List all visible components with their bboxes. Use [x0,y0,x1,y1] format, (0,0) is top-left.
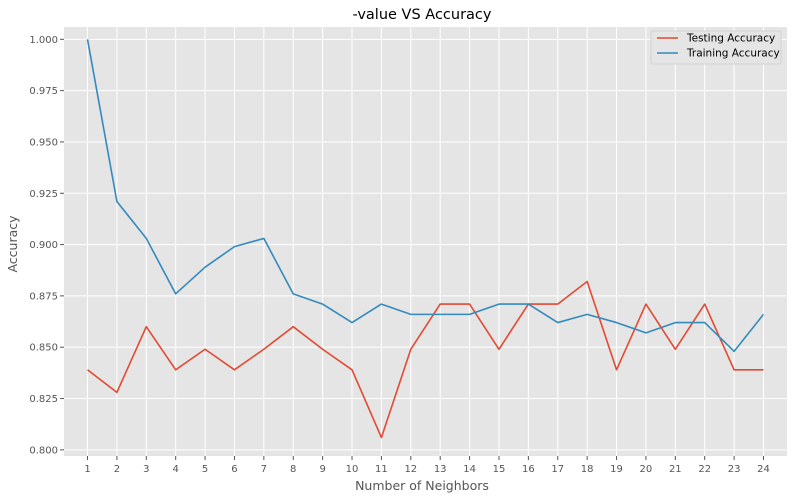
x-tick-label: 13 [434,464,447,475]
x-tick-label: 2 [114,464,120,475]
y-tick-label: 1.000 [29,35,58,46]
x-tick-label: 14 [463,464,476,475]
x-tick-label: 16 [522,464,535,475]
y-tick-label: 0.975 [29,86,58,97]
x-tick-label: 7 [261,464,267,475]
legend-label-training: Training Accuracy [686,48,780,60]
x-tick-label: 17 [551,464,564,475]
y-tick-label: 0.875 [29,291,58,302]
y-tick-label: 0.900 [29,240,58,251]
x-tick-label: 21 [669,464,682,475]
y-axis-label: Accuracy [5,215,20,273]
y-tick-label: 0.950 [29,137,58,148]
x-tick-label: 12 [404,464,417,475]
chart-title: -value VS Accuracy [353,7,492,23]
y-tick-label: 0.825 [29,394,58,405]
series-group [86,39,765,439]
x-tick-label: 22 [698,464,711,475]
x-tick-label: 4 [172,464,178,475]
x-tick-label: 6 [231,464,237,475]
plot-area [64,27,787,456]
grid-lines [64,27,787,456]
x-tick-label: 1 [84,464,90,475]
x-tick-label: 3 [143,464,149,475]
legend: Testing Accuracy Training Accuracy [650,30,782,65]
x-tick-label: 18 [581,464,594,475]
y-tick-label: 0.800 [29,445,58,456]
y-axis-ticks: 0.800 0.825 0.850 0.875 0.900 0.925 0.950 0.975… [29,35,64,456]
x-tick-label: 9 [319,464,325,475]
y-tick-label: 0.925 [29,189,58,200]
x-tick-label: 20 [640,464,653,475]
x-tick-label: 15 [493,464,506,475]
series-line-training [86,39,765,353]
series-line-testing [87,280,764,439]
x-tick-label: 5 [202,464,208,475]
x-axis-ticks: 1 2 3 4 5 6 7 8 9 10 11 12 13 14 15 16 17 18 19 20 21 22 23 24 [84,456,770,475]
x-tick-label: 23 [728,464,741,475]
x-tick-label: 8 [290,464,296,475]
y-tick-label: 0.850 [29,343,58,354]
x-axis-label: Number of Neighbors [355,478,489,493]
legend-box [650,30,782,65]
x-tick-label: 11 [375,464,388,475]
x-tick-label: 24 [757,464,770,475]
x-tick-label: 10 [346,464,359,475]
x-tick-label: 19 [610,464,623,475]
legend-label-testing: Testing Accuracy [686,33,775,45]
